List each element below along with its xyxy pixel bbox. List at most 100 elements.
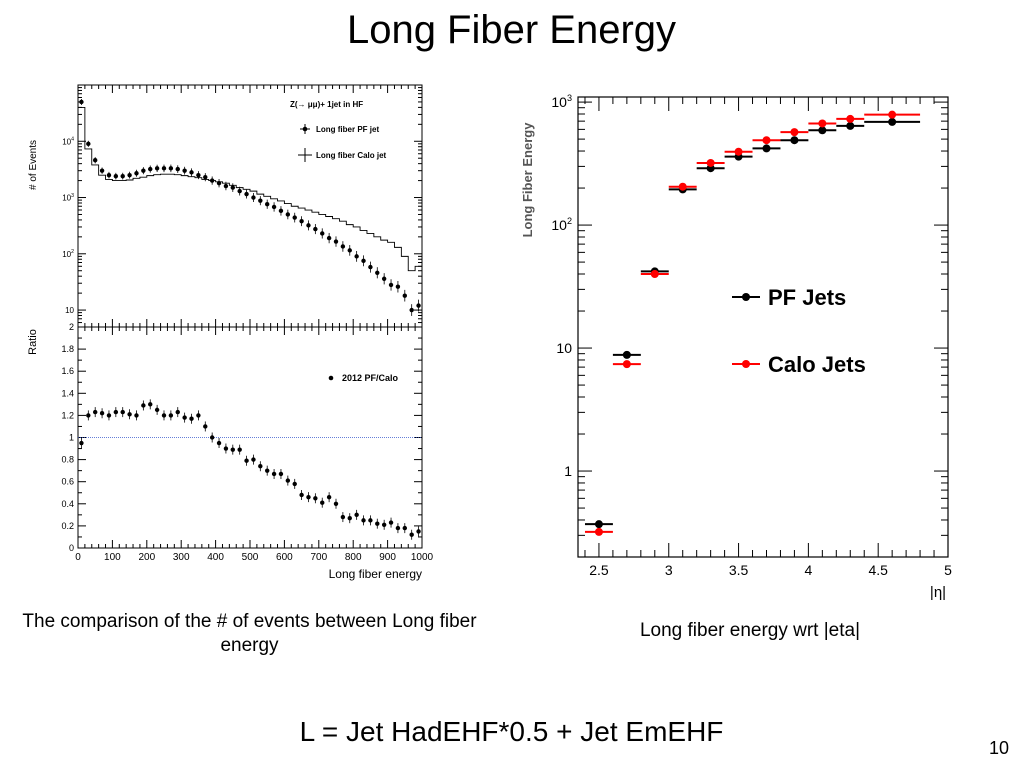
series-0-point: [622, 350, 631, 359]
series-1-point: [622, 360, 631, 369]
ratio-point: [354, 512, 359, 518]
ratio-point: [265, 468, 270, 473]
pf-point: [106, 172, 112, 178]
top-ytick-label: 102: [62, 249, 74, 259]
caption-left: The comparison of the # of events betwee…: [22, 611, 477, 656]
ratio-point: [244, 458, 249, 463]
left-xlabel: Long fiber energy: [329, 567, 422, 581]
ratio-point: [388, 520, 394, 525]
legend-calo-jet: Long fiber Calo jet: [298, 148, 387, 162]
right-frame: [577, 96, 949, 558]
pf-point: [395, 284, 401, 289]
pf-point: [299, 218, 304, 224]
ratio-point: [86, 413, 91, 418]
ratio-point: [93, 409, 98, 415]
series-1-point: [846, 114, 855, 123]
right-xtick-label: 4: [804, 562, 812, 578]
pf-point: [368, 264, 373, 270]
ratio-point: [120, 409, 125, 415]
right-xtick-label: 2.5: [589, 562, 609, 578]
ratio-point: [278, 471, 284, 477]
pf-point: [271, 204, 277, 210]
right-xtick-label: 5: [944, 562, 952, 578]
pf-point: [402, 293, 407, 298]
page-number: 10: [988, 738, 1009, 758]
xtick-label: 0: [75, 552, 81, 563]
ratio-ytick-label: 0: [69, 543, 74, 553]
ratio-ytick-label: 0.8: [61, 455, 74, 465]
series-0-point: [818, 126, 827, 135]
xtick-label: 600: [276, 552, 293, 563]
top-frame: [77, 84, 423, 328]
ratio-point: [209, 435, 215, 440]
series-1-point: [818, 119, 827, 128]
series-0-point: [762, 144, 771, 153]
pf-point: [375, 270, 380, 275]
top-ytick-label: 104: [62, 137, 74, 147]
right-ytick-label: 102: [551, 216, 572, 233]
pf-point: [416, 303, 421, 308]
ratio-point: [79, 440, 84, 446]
pf-point: [209, 178, 215, 183]
pf-point: [326, 235, 332, 241]
series-1-point: [678, 182, 687, 191]
series-1-point: [594, 527, 603, 536]
pf-point: [216, 180, 222, 186]
xtick-label: 400: [207, 552, 224, 563]
ratio-ytick-label: 1.2: [61, 410, 74, 420]
pf-point: [333, 239, 339, 244]
ratio-point: [306, 494, 311, 500]
ratio-point: [258, 464, 263, 469]
right-xtick-label: 4.5: [868, 562, 888, 578]
legend-pf-jets: PF Jets: [732, 285, 846, 310]
eta-plot-area: 1 10 102 103 2.5 3 3.5 4 4.5 5: [551, 93, 952, 578]
legend-ratio: 2012 PF/Calo: [328, 373, 399, 383]
pf-point: [292, 215, 297, 220]
ratio-point: [347, 515, 352, 521]
ratio-point: [175, 409, 180, 415]
ratio-point: [368, 518, 373, 523]
xtick-label: 1000: [411, 552, 434, 563]
legend-pf-jet-label: Long fiber PF jet: [316, 125, 379, 134]
top-ytick-label: 103: [62, 193, 74, 203]
top-annotation: Z(→ μμ)+ 1jet in HF: [290, 100, 363, 109]
right-ytick-label: 103: [551, 93, 572, 110]
ratio-point: [381, 522, 387, 527]
pf-point: [175, 166, 180, 172]
xtick-label: 200: [138, 552, 155, 563]
ratio-point: [375, 521, 380, 526]
ratio-ytick-label: 0.6: [61, 477, 74, 487]
pf-point: [168, 166, 174, 171]
pf-point: [79, 99, 84, 105]
right-ytick-label: 10: [556, 340, 572, 356]
ratio-point: [203, 424, 208, 429]
pf-point: [251, 195, 256, 200]
pf-point: [230, 185, 235, 190]
pf-point: [141, 168, 146, 173]
ratio-point: [106, 413, 112, 418]
top-ytick-label: 10: [65, 306, 74, 315]
pf-point: [278, 208, 284, 214]
pf-point: [161, 166, 167, 171]
series-1-point: [888, 110, 897, 119]
ratio-ytick-label: 0.4: [61, 499, 74, 509]
ratio-point: [320, 500, 325, 505]
right-ylabel: Long Fiber Energy: [520, 122, 535, 238]
series-0-point: [888, 117, 897, 126]
ratio-point: [134, 413, 139, 418]
ratio-ytick-label: 0.2: [61, 521, 74, 531]
ratio-point: [271, 471, 277, 477]
series-1-point: [650, 270, 659, 279]
ratio-point: [182, 415, 187, 420]
pf-point: [258, 198, 263, 203]
ratio-point: [285, 478, 291, 483]
series-0-point: [790, 136, 799, 145]
legend-pf-jets-label: PF Jets: [768, 285, 846, 310]
pf-point: [313, 226, 318, 232]
ratio-point: [196, 413, 201, 418]
ratio-point: [402, 525, 407, 531]
legend-pf-jet: Long fiber PF jet: [300, 124, 379, 134]
pf-point: [285, 212, 291, 217]
ratio-point: [313, 496, 318, 501]
